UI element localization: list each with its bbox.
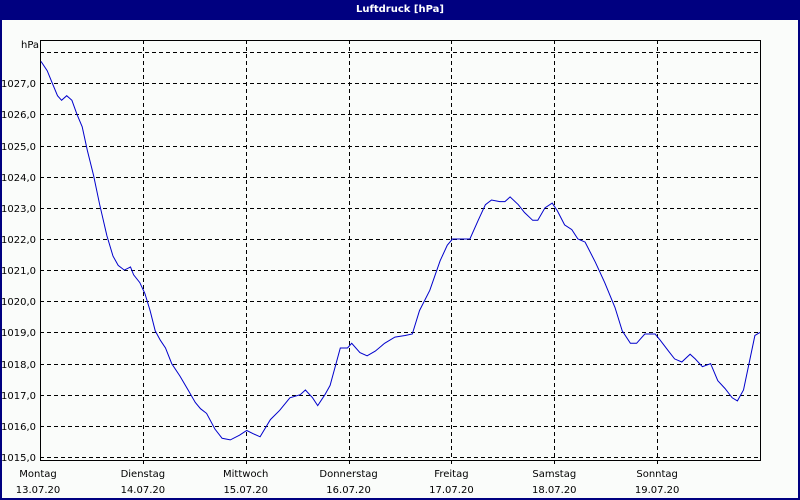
x-tick-date: 15.07.20	[223, 485, 268, 496]
y-tick-label: 1016,0	[1, 422, 36, 433]
y-tick-label: 1018,0	[1, 360, 36, 371]
x-tick-day: Freitag	[434, 469, 468, 480]
x-tick-date: 19.07.20	[635, 485, 680, 496]
x-tick-date: 13.07.20	[16, 485, 61, 496]
x-tick-day: Donnerstag	[319, 469, 377, 480]
x-axis: Montag 13.07.20 Dienstag 14.07.20 Mittwoch 15…	[16, 469, 680, 496]
y-tick-label: 1023,0	[1, 204, 36, 215]
y-tick-label: 1024,0	[1, 173, 36, 184]
window-title: Luftdruck [hPa]	[0, 0, 800, 20]
y-tick-label: 1015,0	[1, 453, 36, 464]
y-tick-label: 1017,0	[1, 391, 36, 402]
y-axis: hPa 1015,0 1016,0 1017,0 1018,0 1019,0 1020,0…	[1, 40, 39, 464]
y-tick-label: 1022,0	[1, 235, 36, 246]
x-tick-day: Dienstag	[121, 469, 166, 480]
y-tick-label: 1021,0	[1, 266, 36, 277]
plot-frame	[40, 40, 761, 461]
x-tick-day: Sonntag	[636, 469, 678, 480]
y-tick-label: 1026,0	[1, 110, 36, 121]
y-axis-unit: hPa	[21, 40, 39, 51]
y-tick-label: 1027,0	[1, 79, 36, 90]
x-tick-date: 16.07.20	[326, 485, 371, 496]
y-tick-label: 1019,0	[1, 328, 36, 339]
y-tick-label: 1020,0	[1, 297, 36, 308]
x-tick-date: 18.07.20	[532, 485, 577, 496]
x-tick-day: Samstag	[532, 469, 576, 480]
x-tick-date: 14.07.20	[121, 485, 166, 496]
x-tick-day: Montag	[19, 469, 56, 480]
x-tick-date: 17.07.20	[429, 485, 474, 496]
pressure-line	[40, 61, 761, 441]
y-tick-label: 1025,0	[1, 142, 36, 153]
x-tick-day: Mittwoch	[223, 469, 268, 480]
grid-lines	[40, 40, 760, 464]
